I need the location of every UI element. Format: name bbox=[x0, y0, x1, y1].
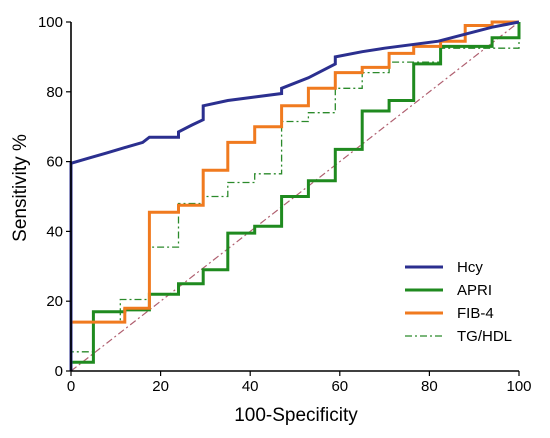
x-tick-label: 40 bbox=[242, 378, 259, 395]
series-line-hcy bbox=[69, 20, 520, 371]
reference-diagonal-line bbox=[70, 21, 520, 372]
legend-label-apri: APRI bbox=[457, 282, 492, 299]
y-tick-label: 40 bbox=[46, 223, 63, 240]
x-tick-label: 60 bbox=[331, 378, 348, 395]
reference-layer bbox=[70, 21, 520, 372]
series-line-tg-hdl bbox=[70, 22, 520, 371]
series-layer bbox=[69, 20, 521, 371]
x-tick-label: 80 bbox=[421, 378, 438, 395]
y-tick-label: 20 bbox=[46, 293, 63, 310]
legend-label-tg-hdl: TG/HDL bbox=[457, 328, 512, 345]
y-tick-label: 0 bbox=[55, 363, 63, 380]
series-line-fib-4 bbox=[69, 20, 519, 371]
x-tick-label: 0 bbox=[67, 378, 75, 395]
y-tick-label: 60 bbox=[46, 154, 63, 171]
y-axis-title: Sensitivity % bbox=[10, 134, 31, 242]
y-tick-label: 100 bbox=[38, 14, 63, 31]
legend: Hcy APRI FIB-4 TG/HDL bbox=[405, 259, 512, 345]
axes-layer: 0 20 40 60 80 100 0 20 40 60 80 100 bbox=[38, 14, 532, 395]
y-tick-label: 80 bbox=[46, 84, 63, 101]
series-line-apri bbox=[69, 22, 521, 371]
x-axis-title: 100-Specificity bbox=[234, 405, 358, 426]
legend-label-hcy: Hcy bbox=[457, 259, 483, 276]
legend-label-fib-4: FIB-4 bbox=[457, 305, 494, 322]
x-tick-label: 20 bbox=[152, 378, 169, 395]
x-tick-label: 100 bbox=[506, 378, 531, 395]
